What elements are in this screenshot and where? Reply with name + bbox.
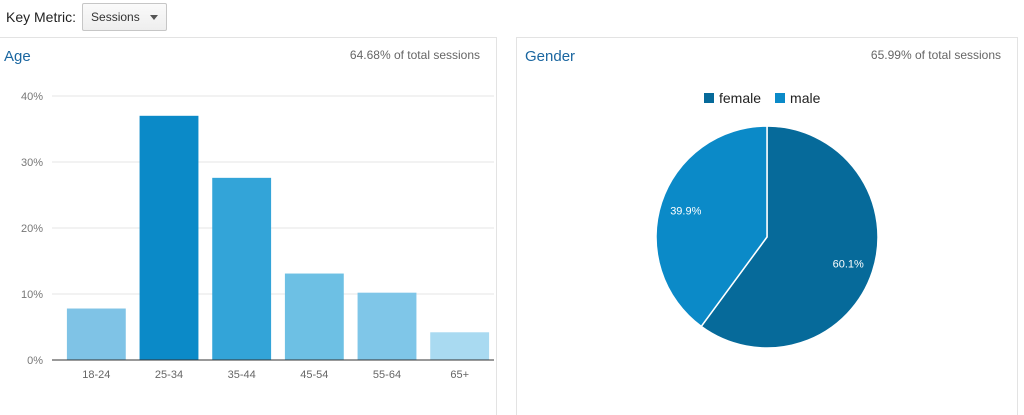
- key-metric-dropdown[interactable]: Sessions: [82, 3, 167, 31]
- pie-slice-male[interactable]: [655, 125, 768, 328]
- age-panel: Age 64.68% of total sessions: [0, 37, 497, 415]
- pie-slice-label: 39.9%: [670, 205, 701, 217]
- gender-panel: Gender 65.99% of total sessions: [516, 37, 1018, 415]
- gender-panel-summary: 65.99% of total sessions: [870, 48, 1001, 62]
- pie-slice-label: 60.1%: [833, 259, 864, 271]
- legend-swatch: [775, 93, 786, 103]
- bar-45-54[interactable]: [284, 273, 344, 360]
- x-tick-label: 18-24: [82, 369, 110, 381]
- pie-slice-female[interactable]: [700, 125, 879, 349]
- y-tick-label: 20%: [21, 223, 43, 235]
- gender-legend: female male: [704, 90, 820, 106]
- x-tick-label: 35-44: [228, 369, 256, 381]
- age-panel-title[interactable]: Age: [4, 48, 31, 65]
- legend-swatch: [704, 93, 714, 103]
- gender-panel-title[interactable]: Gender: [525, 48, 576, 65]
- x-tick-label: 25-34: [155, 369, 183, 381]
- y-tick-label: 10%: [21, 289, 43, 301]
- y-tick-label: 30%: [21, 157, 43, 169]
- key-metric-selected-value: Sessions: [91, 10, 140, 24]
- gender-pie-chart: 60.1% 39.9%: [655, 125, 879, 349]
- x-tick-label: 45-54: [300, 369, 328, 381]
- legend-label: female: [719, 90, 762, 106]
- x-tick-label: 55-64: [373, 369, 401, 381]
- legend-label: male: [790, 90, 821, 106]
- chevron-down-icon: [149, 14, 158, 20]
- age-bar-chart: 0% 10% 20% 30% 40% 18-24 25-34 35-44 45-54 55-64 6…: [21, 91, 494, 381]
- age-panel-summary: 64.68% of total sessions: [349, 48, 480, 62]
- legend-item-male[interactable]: male: [775, 90, 820, 106]
- key-metric-label: Key Metric:: [6, 9, 77, 25]
- bar-18-24[interactable]: [66, 308, 126, 360]
- x-tick-label: 65+: [450, 369, 469, 381]
- y-tick-label: 40%: [21, 91, 43, 103]
- legend-item-female[interactable]: female: [704, 90, 761, 106]
- y-tick-label: 0%: [27, 355, 43, 367]
- bar-25-34[interactable]: [139, 115, 199, 360]
- bar-35-44[interactable]: [212, 177, 272, 360]
- key-metric-control: Key Metric: Sessions: [6, 3, 167, 31]
- bar-55-64[interactable]: [357, 292, 417, 360]
- bar-65+[interactable]: [430, 332, 490, 360]
